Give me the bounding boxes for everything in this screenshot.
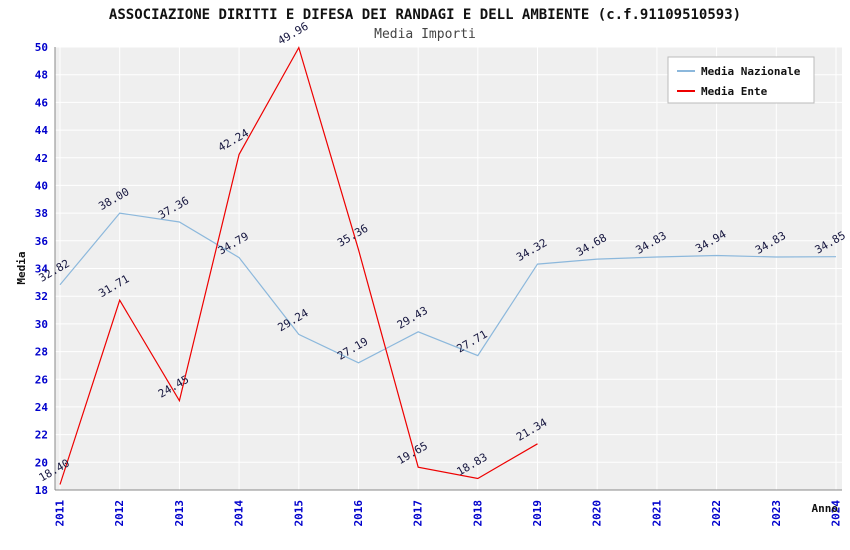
- x-tick-label: 2019: [531, 500, 544, 527]
- x-tick-label: 2024: [830, 500, 843, 527]
- legend-label-media-nazionale: Media Nazionale: [701, 65, 801, 78]
- y-tick-label: 32: [35, 290, 48, 303]
- x-tick-label: 2018: [471, 500, 484, 527]
- y-tick-label: 36: [35, 235, 49, 248]
- x-tick-label: 2022: [710, 500, 723, 527]
- y-tick-label: 38: [35, 207, 48, 220]
- y-tick-label: 42: [35, 152, 48, 165]
- x-tick-label: 2015: [292, 500, 305, 527]
- x-tick-label: 2014: [233, 500, 246, 527]
- y-tick-label: 34: [35, 263, 49, 276]
- x-tick-label: 2013: [173, 500, 186, 527]
- x-tick-label: 2023: [770, 500, 783, 527]
- y-tick-label: 26: [35, 373, 49, 386]
- x-tick-label: 2016: [352, 500, 365, 527]
- y-tick-label: 44: [35, 124, 49, 137]
- y-tick-label: 30: [35, 318, 48, 331]
- y-tick-label: 18: [35, 484, 48, 497]
- x-tick-label: 2011: [54, 500, 67, 527]
- y-tick-label: 40: [35, 179, 48, 192]
- y-tick-label: 24: [35, 401, 49, 414]
- point-value-label: 49.96: [275, 20, 310, 48]
- legend-box: [667, 56, 815, 104]
- chart-subtitle: Media Importi: [374, 27, 476, 42]
- series-line-media-nazionale: [59, 212, 837, 364]
- y-tick-label: 22: [35, 429, 48, 442]
- y-tick-label: 46: [35, 96, 49, 109]
- x-tick-label: 2020: [591, 500, 604, 527]
- x-axis-title: Anno: [812, 502, 839, 515]
- y-tick-label: 50: [35, 41, 48, 54]
- legend: Media Nazionale Media Ente: [667, 56, 815, 104]
- x-tick-label: 2017: [412, 500, 425, 527]
- y-axis-title: Media: [15, 251, 28, 284]
- y-tick-label: 20: [35, 456, 48, 469]
- y-tick-label: 28: [35, 346, 48, 359]
- series-line-media-ente: [59, 46, 538, 485]
- x-tick-label: 2012: [113, 500, 126, 527]
- y-tick-label: 48: [35, 69, 48, 82]
- chart-title: ASSOCIAZIONE DIRITTI E DIFESA DEI RANDAG…: [108, 7, 742, 23]
- x-tick-label: 2021: [650, 500, 663, 527]
- legend-label-media-ente: Media Ente: [701, 85, 768, 98]
